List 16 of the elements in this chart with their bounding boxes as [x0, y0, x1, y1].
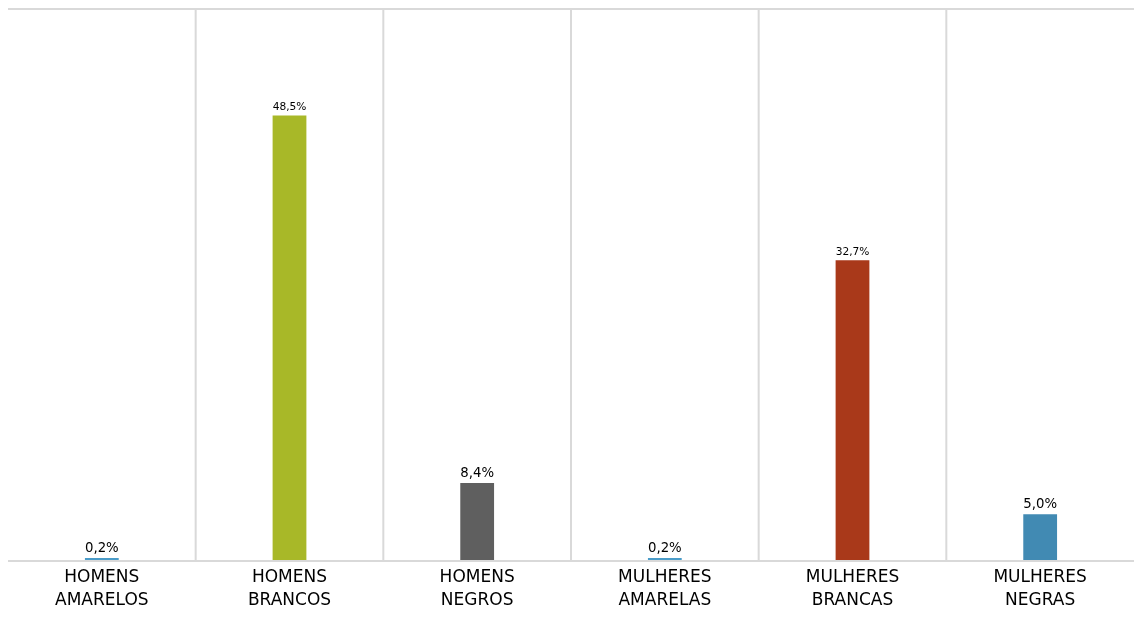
data-label: 0,2% — [84, 539, 119, 555]
x-tick-label: MULHERES BRANCAS — [805, 566, 900, 609]
data-label: 0,2% — [647, 539, 682, 555]
data-label: 48,5% — [272, 99, 307, 113]
data-label: 5,0% — [1023, 495, 1058, 511]
bar — [272, 115, 307, 560]
x-tick-label: HOMENS AMARELOS — [55, 566, 149, 609]
bar — [460, 483, 495, 560]
data-label: 32,7% — [835, 244, 870, 258]
bar — [1023, 514, 1058, 560]
x-tick-label: HOMENS BRANCOS — [247, 566, 332, 609]
data-label: 8,4% — [460, 464, 495, 480]
x-tick-label: MULHERES NEGRAS — [993, 566, 1087, 609]
x-tick-label: HOMENS NEGROS — [439, 566, 515, 609]
x-tick-label: MULHERES AMARELAS — [618, 566, 712, 609]
bar — [835, 260, 870, 560]
